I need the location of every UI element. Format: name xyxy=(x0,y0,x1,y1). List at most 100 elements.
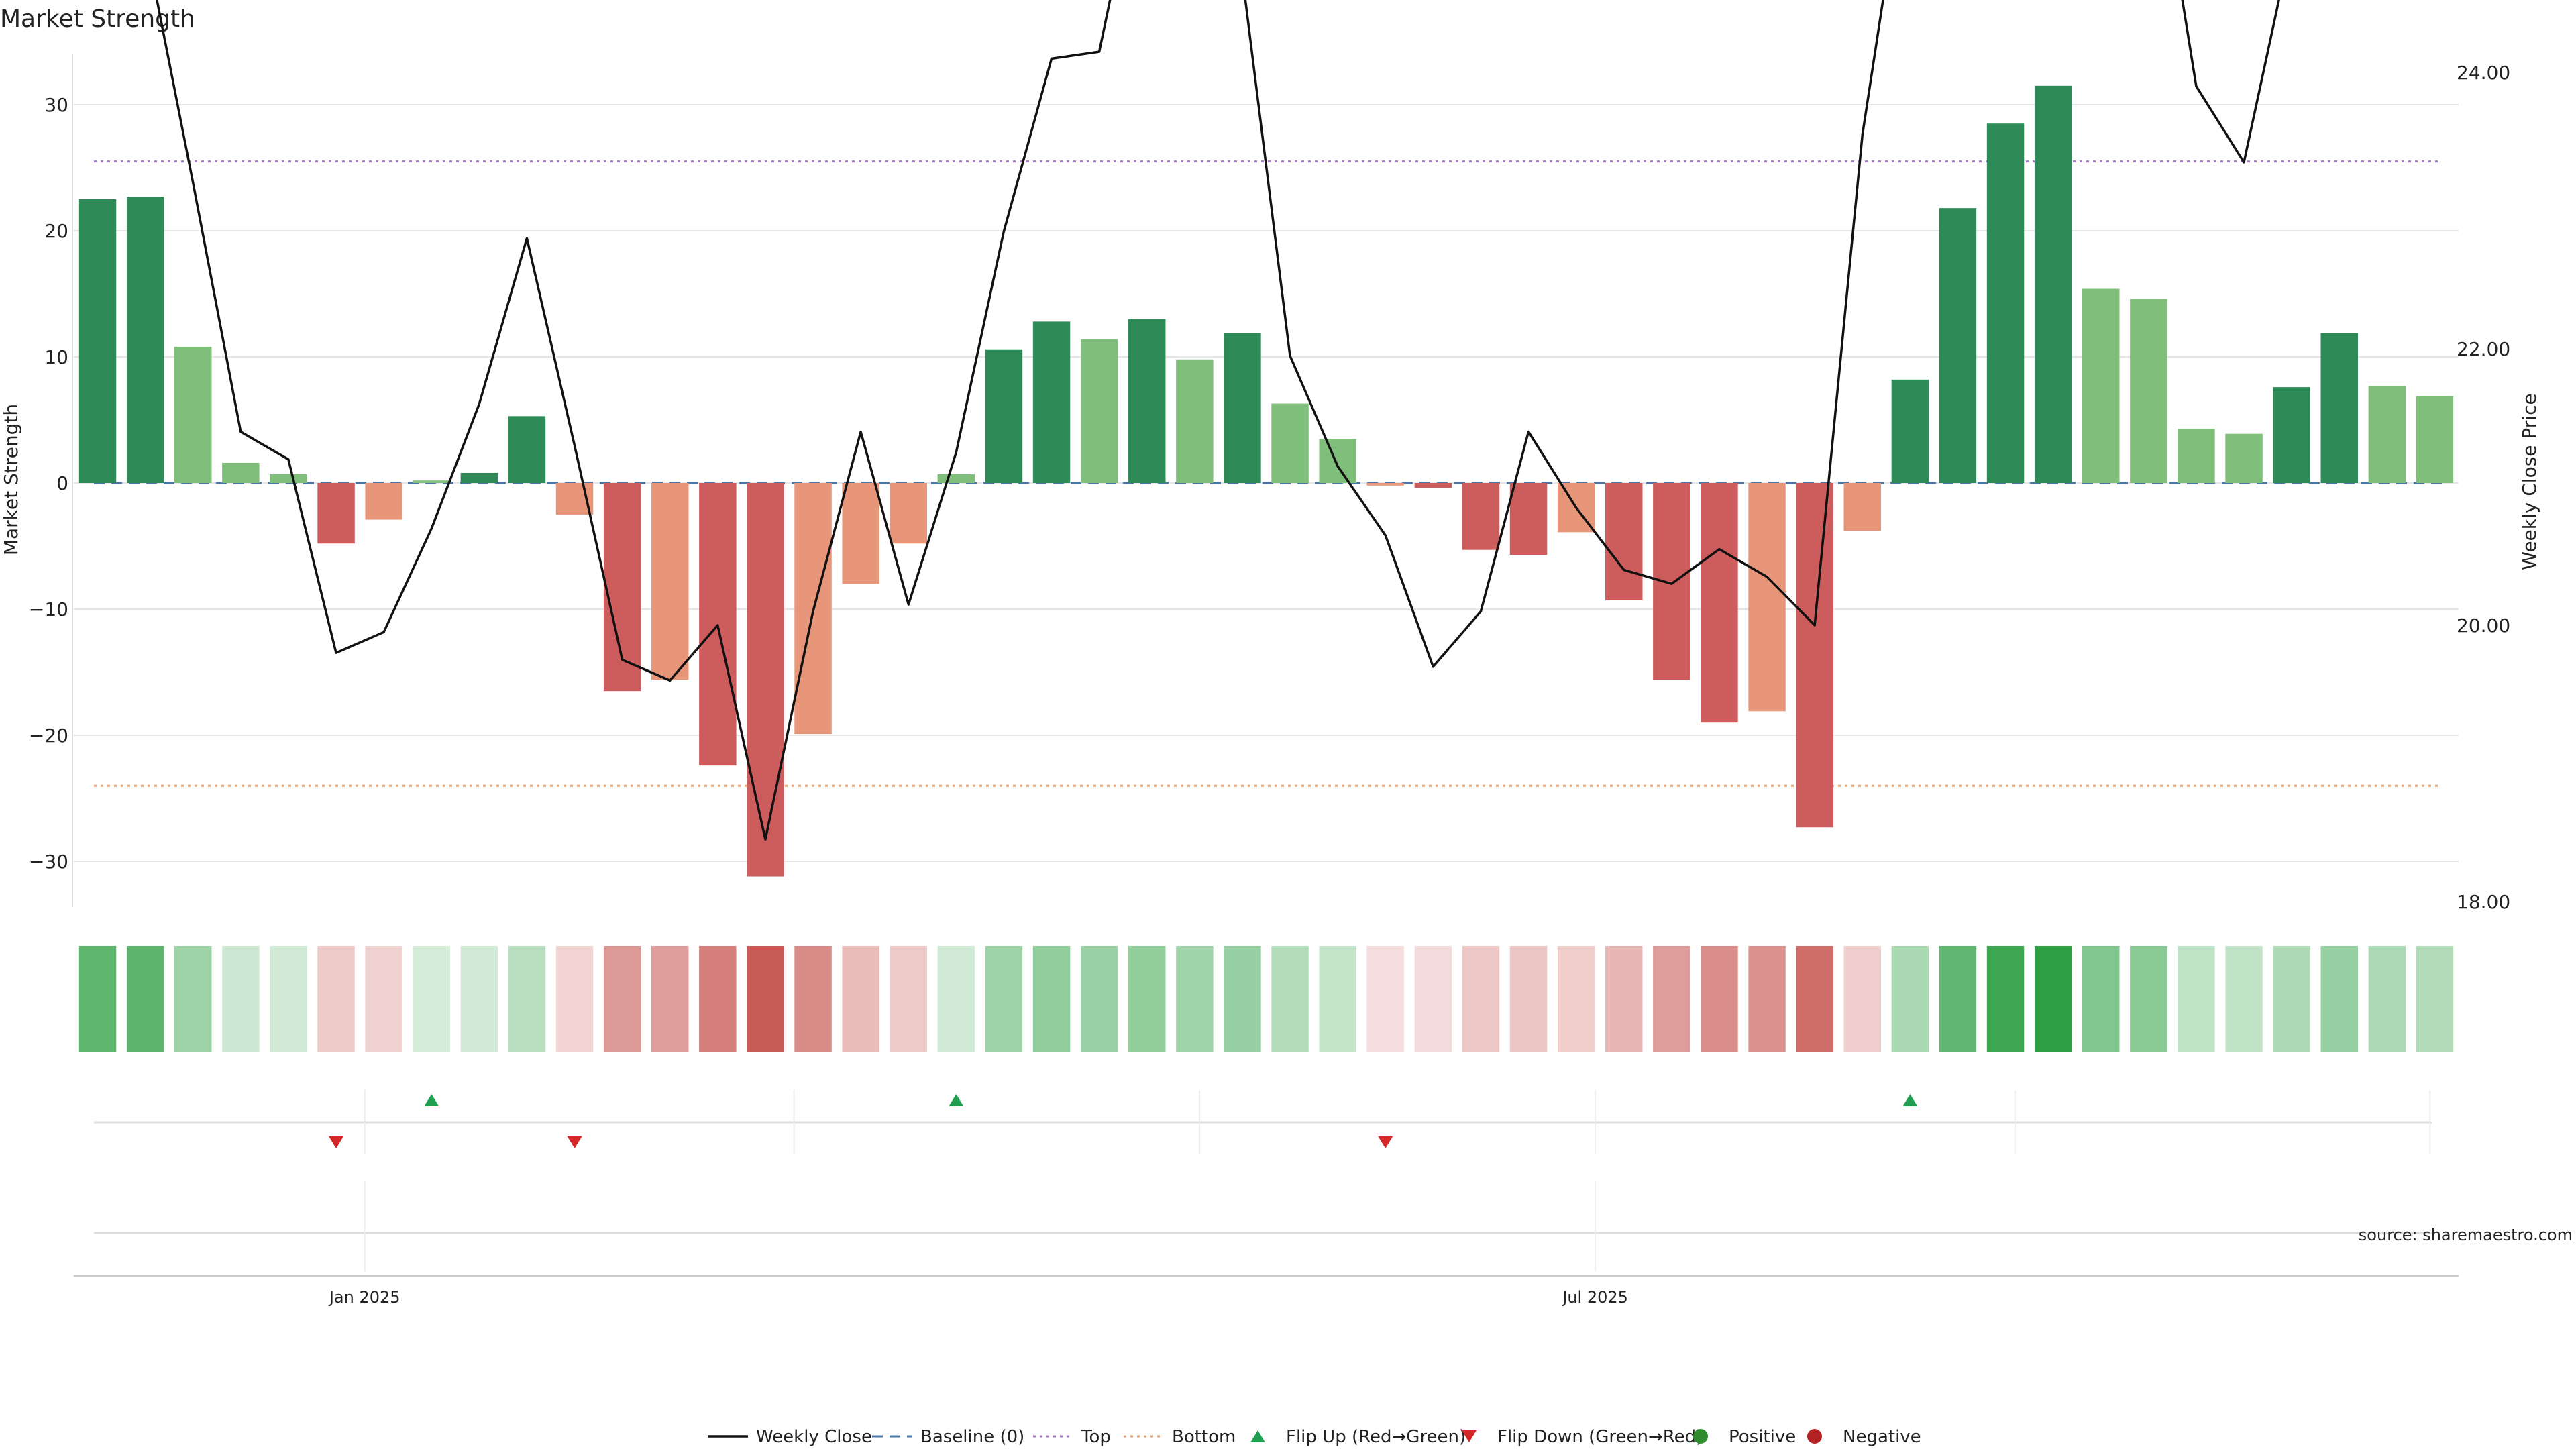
strength-bar xyxy=(1509,483,1548,555)
heat-cell xyxy=(1891,946,1929,1052)
heat-cell xyxy=(699,946,737,1052)
y-tick-label: −30 xyxy=(29,851,68,873)
heat-cell xyxy=(2225,946,2263,1052)
y2-tick-label: 24.00 xyxy=(2457,62,2510,84)
heat-cell xyxy=(1414,946,1452,1052)
legend-label: Flip Down (Green→Red) xyxy=(1497,1427,1703,1447)
heat-cell xyxy=(1509,946,1548,1052)
legend-label: Weekly Close xyxy=(756,1427,872,1447)
y2-tick-label: 22.00 xyxy=(2457,338,2510,360)
strength-bar xyxy=(2082,288,2120,483)
bottom-panel xyxy=(74,1232,2459,1277)
x-tick-label: Jan 2025 xyxy=(328,1288,400,1307)
x-axis-ticks: Jan 2025 Jul 2025 xyxy=(328,1181,1628,1307)
flip-down-marker xyxy=(567,1136,582,1148)
legend-item-top: Top xyxy=(1033,1427,1111,1447)
heat-cell xyxy=(1701,946,1738,1052)
strength-bar xyxy=(985,349,1023,483)
strength-bars xyxy=(78,85,2454,877)
heat-cell xyxy=(2178,946,2215,1052)
chart-title: Market Strength xyxy=(0,5,195,33)
heat-cell xyxy=(1796,946,1833,1052)
heat-cell xyxy=(651,946,689,1052)
legend-item-positive: Positive xyxy=(1693,1427,1796,1447)
heat-cell xyxy=(555,946,594,1052)
strength-bar xyxy=(937,474,975,483)
strength-bar xyxy=(1796,483,1833,828)
heat-cell xyxy=(508,946,546,1052)
heat-cell xyxy=(78,946,117,1052)
strength-bar xyxy=(890,483,927,544)
legend-swatch xyxy=(1693,1429,1708,1444)
strength-bar xyxy=(126,197,164,483)
strength-bar xyxy=(1128,319,1166,483)
y2-axis-label: Weekly Close Price xyxy=(2518,393,2540,570)
flip-up-marker xyxy=(949,1094,964,1106)
strength-bar xyxy=(1605,483,1643,600)
strength-bar xyxy=(78,199,117,483)
strength-bar xyxy=(1414,483,1452,488)
flip-up-marker xyxy=(1902,1094,1918,1106)
strength-bar xyxy=(508,416,546,483)
legend-label: Flip Up (Red→Green) xyxy=(1286,1427,1466,1447)
strength-bar xyxy=(1939,208,1977,483)
strength-bar xyxy=(270,474,307,483)
strength-bar xyxy=(317,483,355,544)
strength-bar xyxy=(365,483,402,520)
heat-cell xyxy=(1939,946,1977,1052)
heat-cell xyxy=(270,946,307,1052)
flip-up-marker xyxy=(424,1094,439,1106)
strength-bar xyxy=(222,462,260,483)
source-note: source: sharemaestro.com xyxy=(2359,1226,2573,1244)
heat-cell xyxy=(890,946,927,1052)
strength-bar xyxy=(2178,429,2215,483)
heat-cell xyxy=(1176,946,1214,1052)
y2-tick-label: 18.00 xyxy=(2457,891,2510,913)
heat-cell xyxy=(2320,946,2358,1052)
strength-bar xyxy=(1653,483,1690,680)
heat-cell xyxy=(2368,946,2406,1052)
heat-cell xyxy=(1653,946,1690,1052)
heat-cell xyxy=(460,946,498,1052)
y-tick-label: 20 xyxy=(44,220,68,242)
heat-cell xyxy=(174,946,212,1052)
heat-cell xyxy=(1843,946,1881,1052)
heat-cell xyxy=(1605,946,1643,1052)
heat-cell xyxy=(1366,946,1404,1052)
heat-cell xyxy=(126,946,164,1052)
strength-bar xyxy=(555,483,594,515)
strength-heat-strip xyxy=(78,946,2454,1052)
legend: Weekly Close Baseline (0) Top Bottom Flip Up… xyxy=(708,1427,1921,1447)
strength-bar xyxy=(1080,339,1118,483)
heat-cell xyxy=(1128,946,1166,1052)
y-tick-label: −10 xyxy=(29,598,68,621)
heat-cell xyxy=(2082,946,2120,1052)
strength-bar xyxy=(842,483,879,584)
y2-tick-label: 20.00 xyxy=(2457,614,2510,637)
legend-label: Negative xyxy=(1843,1427,1921,1447)
legend-item-bottom: Bottom xyxy=(1124,1427,1236,1447)
legend-item-flip-down: Flip Down (Green→Red) xyxy=(1462,1427,1703,1447)
strength-bar xyxy=(2130,299,2167,483)
heat-cell xyxy=(794,946,832,1052)
y-tick-label: 10 xyxy=(44,346,68,368)
strength-bar xyxy=(2034,85,2072,484)
heat-cell xyxy=(1748,946,1786,1052)
heat-cell xyxy=(413,946,450,1052)
heat-cell xyxy=(1271,946,1309,1052)
legend-item-negative: Negative xyxy=(1807,1427,1921,1447)
strength-bar xyxy=(651,483,689,680)
flip-down-marker xyxy=(1378,1136,1393,1148)
strength-bar xyxy=(2273,387,2310,483)
legend-item-flip-up: Flip Up (Red→Green) xyxy=(1250,1427,1466,1447)
heat-cell xyxy=(2273,946,2310,1052)
y-axis-label: Market Strength xyxy=(0,404,22,555)
strength-bar xyxy=(413,480,450,483)
legend-label: Top xyxy=(1081,1427,1111,1447)
strength-bar xyxy=(2368,386,2406,483)
strength-bar xyxy=(1319,439,1356,483)
legend-swatch xyxy=(1250,1430,1265,1442)
strength-bar xyxy=(1986,123,2025,483)
strength-bar xyxy=(1032,321,1071,483)
y-tick-label: 0 xyxy=(56,472,68,494)
